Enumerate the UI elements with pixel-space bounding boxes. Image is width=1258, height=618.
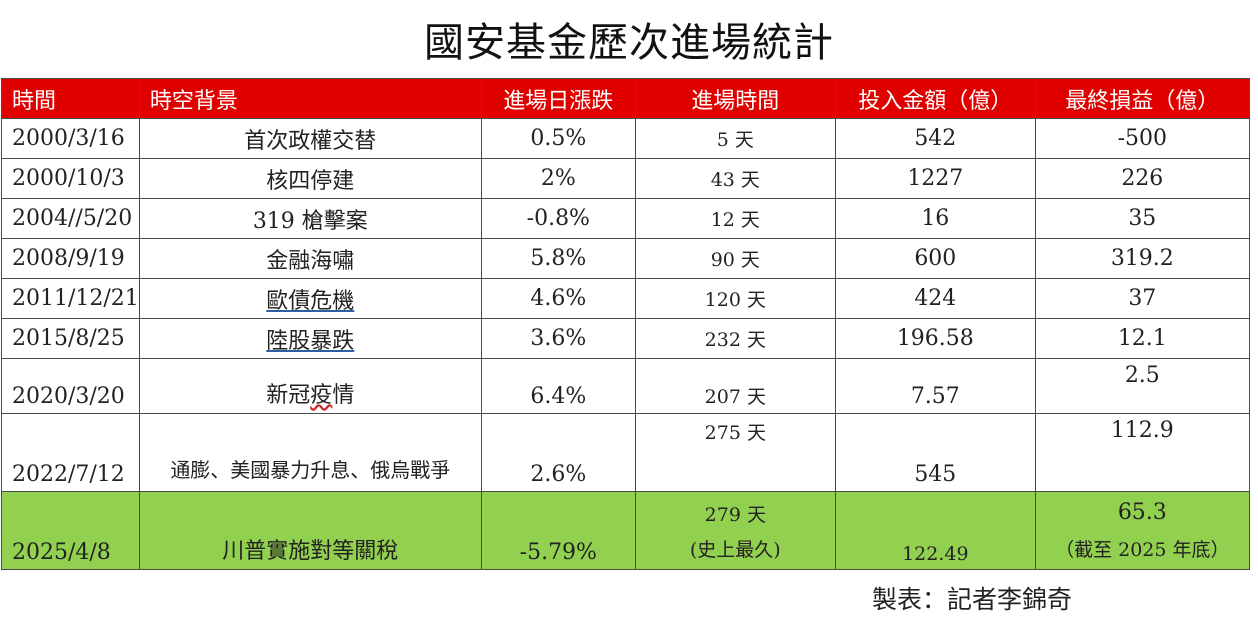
cell-pnl: 37: [1034, 278, 1250, 319]
header-pnl: 最終損益（億）: [1034, 78, 1250, 119]
cell-background: 核四停建: [138, 158, 482, 199]
cell-pnl: 35: [1034, 198, 1250, 239]
cell-change: 5.8%: [480, 238, 636, 279]
cell-date: 2004//5/20: [1, 198, 140, 239]
cell-change: -5.79%: [480, 491, 636, 570]
cell-amount: 1227: [834, 158, 1036, 199]
table-row: 2022/7/12 通膨、美國暴力升息、俄烏戰爭 2.6% 275 天 545 …: [1, 413, 1250, 492]
table-row: 2000/3/16 首次政權交替 0.5% 5 天 542 -500: [1, 118, 1250, 159]
header-duration: 進場時間: [634, 78, 836, 119]
cell-amount: 196.58: [834, 318, 1036, 359]
background-link[interactable]: 陸股暴跌: [266, 328, 355, 354]
table-row: 2015/8/25 陸股暴跌 3.6% 232 天 196.58 12.1: [1, 318, 1250, 359]
cell-background: 歐債危機: [138, 278, 482, 319]
cell-pnl: 319.2: [1034, 238, 1250, 279]
cell-background: 319 槍擊案: [138, 198, 482, 239]
pnl-value: 65.3: [1117, 499, 1167, 525]
cell-change: 2%: [480, 158, 636, 199]
cell-date: 2000/3/16: [1, 118, 140, 159]
cell-date: 2022/7/12: [1, 413, 140, 492]
cell-duration: 279 天 (史上最久): [634, 491, 836, 570]
table-row: 2020/3/20 新冠疫情 6.4% 207 天 7.57 2.5: [1, 358, 1250, 414]
cell-date: 2000/10/3: [1, 158, 140, 199]
cell-date: 2015/8/25: [1, 318, 140, 359]
cell-change: 2.6%: [480, 413, 636, 492]
duration-value: 279 天: [704, 503, 766, 526]
cell-background: 通膨、美國暴力升息、俄烏戰爭: [138, 413, 482, 492]
cell-amount: 542: [834, 118, 1036, 159]
cell-background: 新冠疫情: [138, 358, 482, 414]
cell-background: 金融海嘯: [138, 238, 482, 279]
page-title: 國安基金歷次進場統計: [424, 20, 834, 66]
cell-date: 2008/9/19: [1, 238, 140, 279]
cell-background: 川普實施對等關稅: [138, 491, 482, 570]
cell-pnl: 112.9: [1034, 413, 1250, 492]
cell-background: 首次政權交替: [138, 118, 482, 159]
cell-duration: 5 天: [634, 118, 836, 159]
footer-credit: 製表：記者李錦奇: [872, 585, 1073, 614]
background-text-a: 新冠: [266, 383, 311, 408]
table-row: 2008/9/19 金融海嘯 5.8% 90 天 600 319.2: [1, 238, 1250, 279]
cell-change: 0.5%: [480, 118, 636, 159]
cell-pnl: -500: [1034, 118, 1250, 159]
cell-duration: 120 天: [634, 278, 836, 319]
header-change: 進場日漲跌: [480, 78, 636, 119]
cell-amount: 424: [834, 278, 1036, 319]
cell-background: 陸股暴跌: [138, 318, 482, 359]
cell-pnl: 65.3 （截至 2025 年底）: [1034, 491, 1250, 570]
cell-change: -0.8%: [480, 198, 636, 239]
table-row: 2011/12/21 歐債危機 4.6% 120 天 424 37: [1, 278, 1250, 319]
background-text-b: 疫: [310, 383, 333, 408]
header-date: 時間: [1, 78, 140, 119]
pnl-note: （截至 2025 年底）: [1055, 538, 1230, 561]
header-amount: 投入金額（億）: [834, 78, 1036, 119]
cell-amount: 122.49: [834, 491, 1036, 570]
cell-amount: 16: [834, 198, 1036, 239]
cell-amount: 545: [834, 413, 1036, 492]
cell-amount: 600: [834, 238, 1036, 279]
cell-pnl: 2.5: [1034, 358, 1250, 414]
cell-duration: 275 天: [634, 413, 836, 492]
header-background: 時空背景: [138, 78, 482, 119]
duration-note: (史上最久): [689, 538, 781, 561]
cell-change: 3.6%: [480, 318, 636, 359]
cell-change: 4.6%: [480, 278, 636, 319]
cell-duration: 12 天: [634, 198, 836, 239]
cell-duration: 232 天: [634, 318, 836, 359]
cell-change: 6.4%: [480, 358, 636, 414]
table-row: 2004//5/20 319 槍擊案 -0.8% 12 天 16 35: [1, 198, 1250, 239]
cell-date: 2020/3/20: [1, 358, 140, 414]
cell-duration: 207 天: [634, 358, 836, 414]
table-row: 2000/10/3 核四停建 2% 43 天 1227 226: [1, 158, 1250, 199]
cell-pnl: 12.1: [1034, 318, 1250, 359]
background-link[interactable]: 歐債危機: [266, 288, 355, 314]
background-text-c: 情: [332, 383, 355, 408]
header-row: 時間 時空背景 進場日漲跌 進場時間 投入金額（億） 最終損益（億）: [1, 78, 1250, 119]
intervention-table: 時間 時空背景 進場日漲跌 進場時間 投入金額（億） 最終損益（億） 2000/…: [1, 78, 1250, 570]
cell-amount: 7.57: [834, 358, 1036, 414]
table-row-highlight: 2025/4/8 川普實施對等關稅 -5.79% 279 天 (史上最久) 12…: [1, 491, 1250, 570]
cell-pnl: 226: [1034, 158, 1250, 199]
cell-duration: 90 天: [634, 238, 836, 279]
cell-date: 2011/12/21: [1, 278, 140, 319]
cell-duration: 43 天: [634, 158, 836, 199]
cell-date: 2025/4/8: [1, 491, 140, 570]
